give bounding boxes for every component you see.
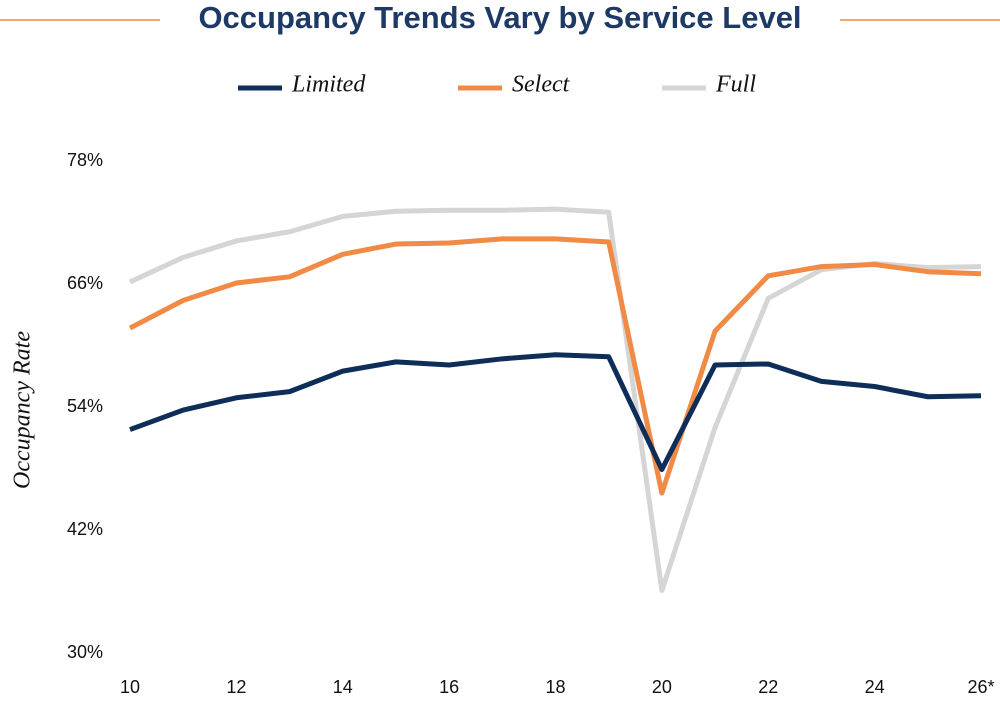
- x-tick-label: 14: [333, 677, 353, 697]
- legend-label: Full: [715, 72, 756, 98]
- y-tick-label: 78%: [67, 150, 103, 170]
- legend-label: Select: [512, 72, 571, 98]
- y-tick-label: 30%: [67, 642, 103, 662]
- x-tick-label: 26*: [967, 677, 994, 697]
- y-axis-label: Occupancy Rate: [10, 331, 36, 489]
- x-tick-label: 10: [120, 677, 140, 697]
- series-line: [129, 352, 982, 473]
- y-tick-label: 66%: [67, 273, 103, 293]
- chart-title: Occupancy Trends Vary by Service Level: [198, 0, 801, 35]
- y-tick-label: 42%: [67, 519, 103, 539]
- x-tick-label: 12: [226, 677, 246, 697]
- y-tick-label: 54%: [67, 396, 103, 416]
- x-tick-label: 16: [439, 677, 459, 697]
- legend-label: Limited: [291, 72, 366, 98]
- series-line: [128, 236, 982, 496]
- x-tick-label: 24: [865, 677, 885, 697]
- x-tick-label: 20: [652, 677, 672, 697]
- x-tick-label: 22: [758, 677, 778, 697]
- x-tick-label: 18: [545, 677, 565, 697]
